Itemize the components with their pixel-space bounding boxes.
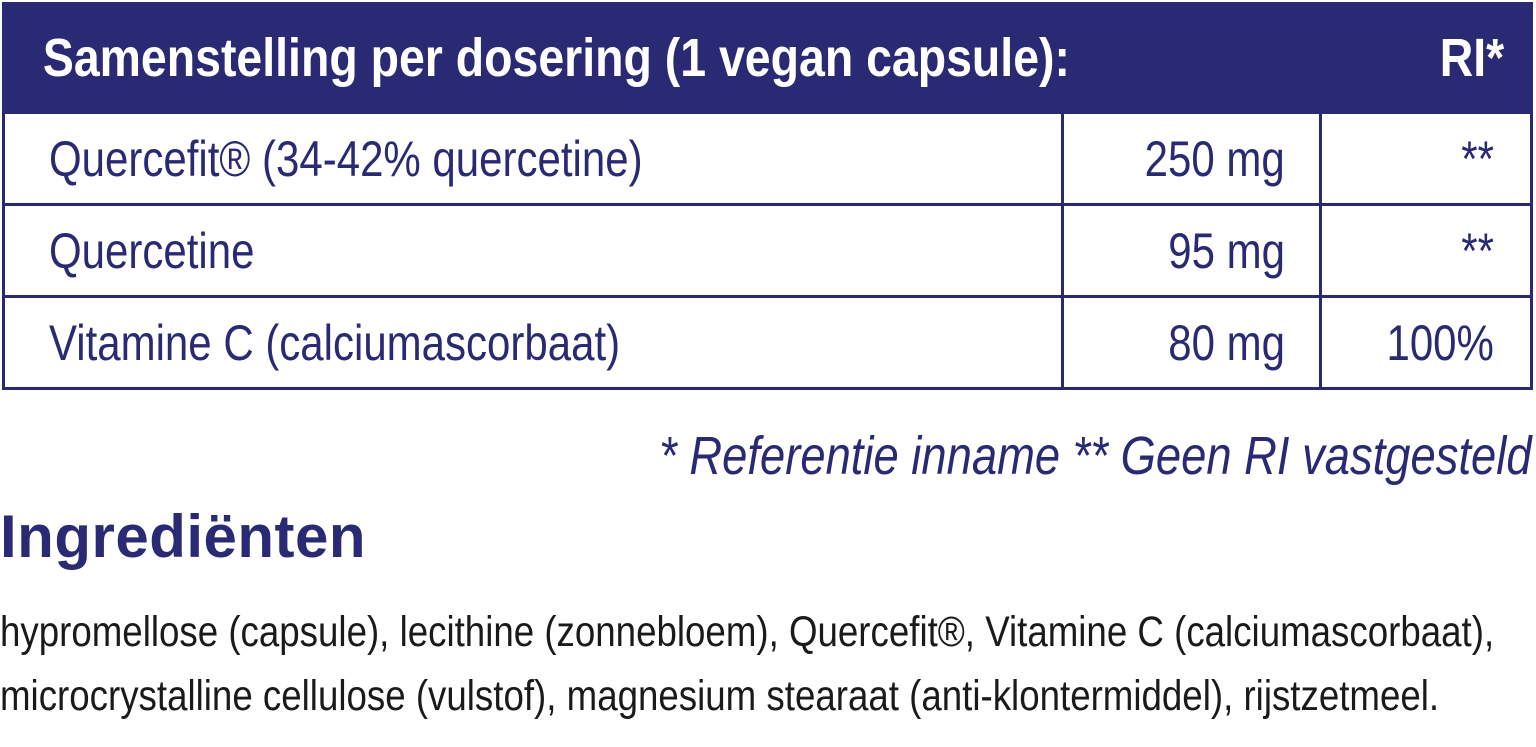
amount-cell: 250 mg bbox=[1061, 114, 1319, 203]
ingredient-amount: 80 mg bbox=[1168, 314, 1285, 371]
ingredients-heading: Ingrediënten bbox=[0, 503, 367, 570]
ingredient-name: Quercefit® (34-42% quercetine) bbox=[49, 130, 643, 187]
ingredient-name: Vitamine C (calciumascorbaat) bbox=[49, 314, 621, 371]
table-row: Vitamine C (calciumascorbaat) 80 mg 100% bbox=[5, 295, 1530, 387]
amount-cell: 95 mg bbox=[1061, 206, 1319, 295]
table-header: Samenstelling per dosering (1 vegan caps… bbox=[5, 5, 1530, 111]
ingredients-line: microcrystalline cellulose (vulstof), ma… bbox=[0, 672, 1440, 720]
ri-cell: 100% bbox=[1319, 298, 1530, 387]
composition-table: Samenstelling per dosering (1 vegan caps… bbox=[2, 2, 1533, 390]
ri-footnote: * Referentie inname ** Geen RI vastgeste… bbox=[659, 426, 1532, 486]
ingredients-list: hypromellose (capsule), lecithine (zonne… bbox=[0, 600, 1535, 728]
ingredient-amount: 250 mg bbox=[1144, 130, 1285, 187]
amount-cell: 80 mg bbox=[1061, 298, 1319, 387]
table-row: Quercefit® (34-42% quercetine) 250 mg ** bbox=[5, 111, 1530, 203]
table-header-title: Samenstelling per dosering (1 vegan caps… bbox=[42, 28, 1070, 88]
ingredients-line: hypromellose (capsule), lecithine (zonne… bbox=[0, 608, 1495, 656]
table-header-ri: RI* bbox=[1439, 28, 1505, 88]
ingredient-name-cell: Quercetine bbox=[5, 206, 1061, 295]
ingredient-name-cell: Quercefit® (34-42% quercetine) bbox=[5, 114, 1061, 203]
ingredient-ri: 100% bbox=[1386, 314, 1494, 371]
ri-cell: ** bbox=[1319, 206, 1530, 295]
ingredient-ri: ** bbox=[1461, 222, 1494, 279]
ri-cell: ** bbox=[1319, 114, 1530, 203]
ingredient-ri: ** bbox=[1461, 130, 1494, 187]
ingredient-name-cell: Vitamine C (calciumascorbaat) bbox=[5, 298, 1061, 387]
ingredient-name: Quercetine bbox=[49, 222, 255, 279]
ingredient-amount: 95 mg bbox=[1168, 222, 1285, 279]
table-row: Quercetine 95 mg ** bbox=[5, 203, 1530, 295]
